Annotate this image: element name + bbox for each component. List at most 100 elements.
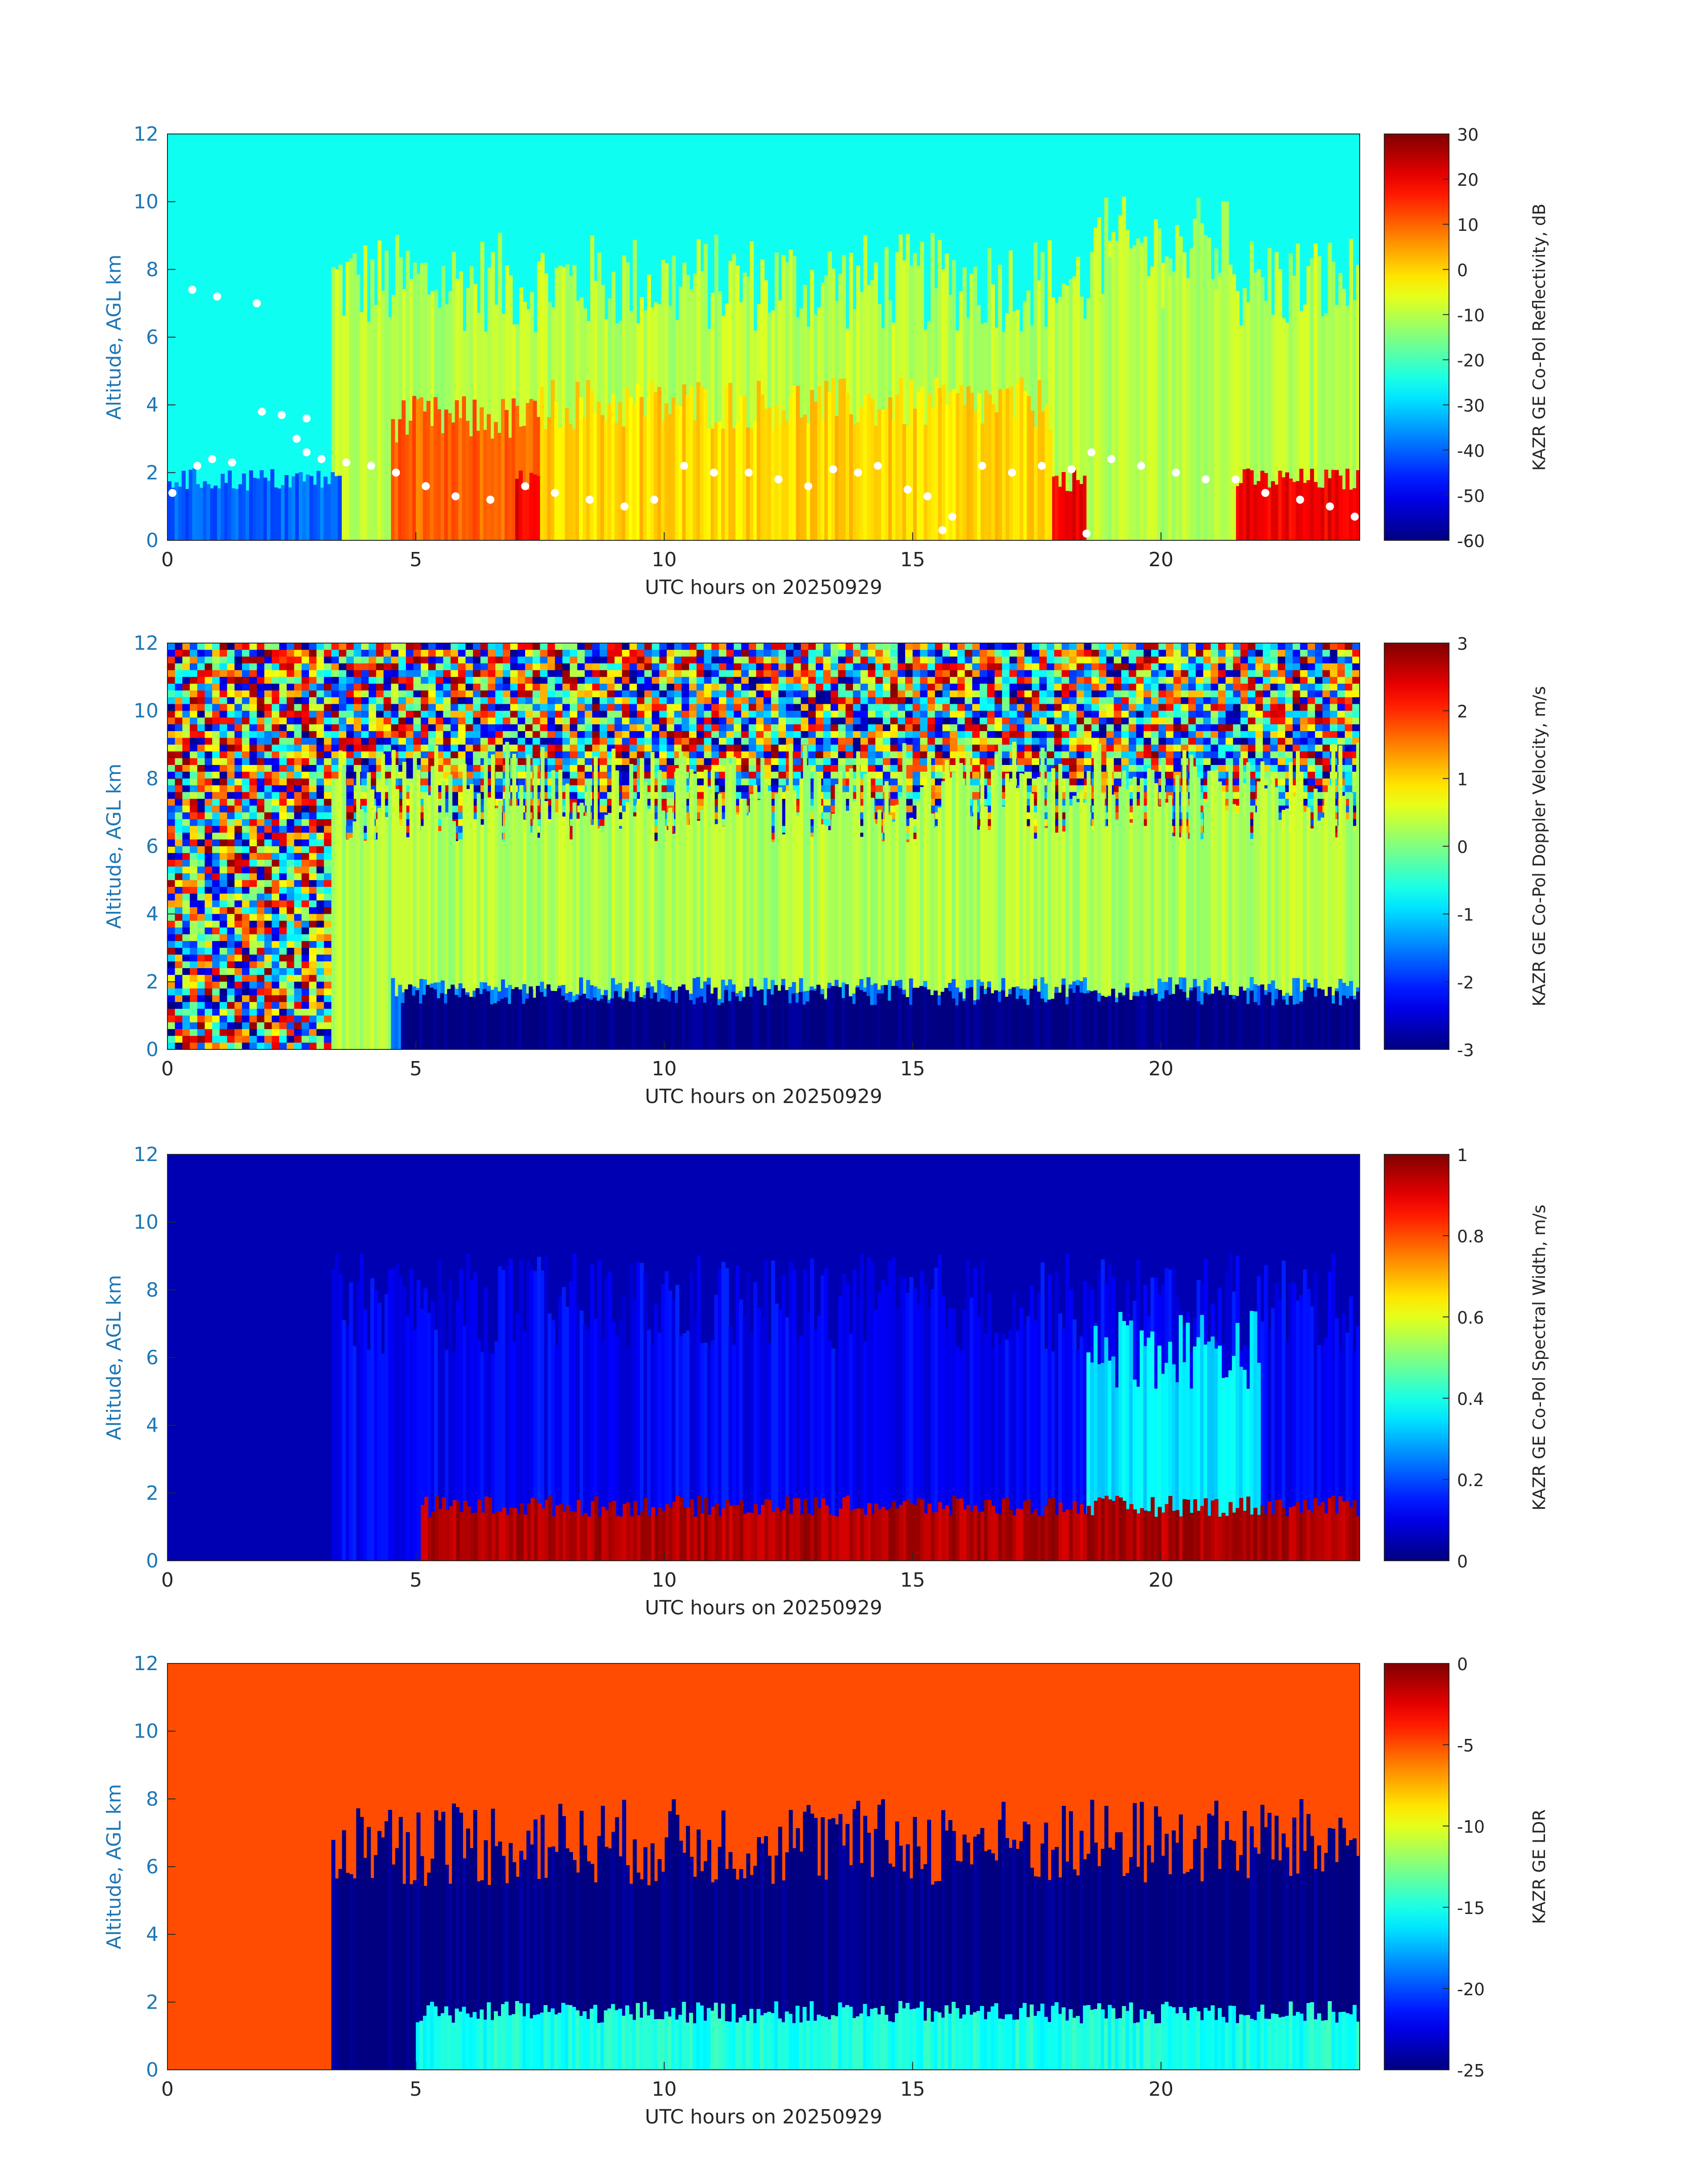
y-tick-label: 4 [146,394,159,417]
cloud-base-point [1008,468,1016,477]
y-tick-label: 6 [146,1346,159,1369]
x-tick-label: 10 [652,2078,677,2101]
cloud-base-point [317,455,326,463]
cloud-base-point [923,492,932,501]
x-tick-label: 5 [409,2078,422,2101]
cloud-base-point [253,299,261,308]
colorbar-tick-label: 30 [1457,125,1478,145]
y-tick-label: 8 [146,1788,159,1810]
y-tick-label: 12 [134,1143,159,1166]
panel-1-reflectivity: 0 5 10 15 20 UTC hours on 20250929 0 2 4 6 8 10 12 Al… [103,123,1549,599]
x-tick-label: 10 [652,1569,677,1592]
cloud-base-point [744,468,753,477]
cloud-base-point [774,475,783,484]
y-tick-label: 6 [146,835,159,858]
colorbar-tick-label: 0 [1457,260,1468,280]
cloud-base-point [585,496,594,504]
cloud-base-point [1326,502,1334,511]
y-tick-label: 0 [146,1550,159,1572]
cloud-base-point [451,492,460,501]
colorbar-tick-label: 3 [1457,634,1468,654]
cloud-base-point [342,458,351,467]
colorbar-tick-label: 0.4 [1457,1389,1484,1409]
cloud-base-point [854,468,862,477]
cloud-base-point [680,462,688,470]
x-tick-label: 15 [900,1569,925,1592]
colorbar-label: KAZR GE Co-Pol Spectral Width, m/s [1529,1204,1549,1510]
y-tick-label: 2 [146,1991,159,2014]
x-axis-label: UTC hours on 20250929 [645,1596,882,1619]
cloud-base-point [710,468,718,477]
colorbar-tick-label: -5 [1457,1736,1474,1755]
y-tick-label: 10 [134,191,159,213]
colorbar-tick-label: 20 [1457,170,1478,190]
y-tick-label: 4 [146,903,159,926]
colorbar-tick-label: 0 [1457,1552,1468,1571]
x-tick-label: 20 [1148,548,1173,571]
y-tick-label: 8 [146,258,159,281]
panel-1-colorbar: -60 -50 -40 -30 -20 -10 0 10 20 30 KAZR GE Co-Pol … [1384,125,1549,551]
cloud-base-point [804,482,813,490]
panel-4-ldr: 0 5 10 15 20 UTC hours on 20250929 0 2 4 6 8 10 12 Al… [103,1652,1549,2128]
colorbar-tick-label: -60 [1457,531,1485,551]
cloud-base-point [168,489,177,497]
panel-1-heatmap [167,134,1360,540]
colorbar-tick-label: -1 [1457,905,1474,925]
colorbar-tick-label: -50 [1457,486,1485,506]
y-tick-label: 6 [146,1855,159,1878]
x-tick-label: 10 [652,548,677,571]
cloud-base-point [978,462,986,470]
cloud-base-point [521,482,529,490]
colorbar-tick-label: -10 [1457,1817,1485,1837]
y-tick-label: 0 [146,529,159,552]
cloud-base-point [1261,489,1270,497]
x-tick-label: 10 [652,1057,677,1080]
cloud-base-point [392,468,400,477]
x-axis-label: UTC hours on 20250929 [645,1085,882,1108]
cloud-base-point [1202,475,1210,484]
colorbar-tick-label: -15 [1457,1898,1485,1918]
x-tick-label: 20 [1148,2078,1173,2101]
y-tick-label: 12 [134,632,159,655]
y-tick-label: 4 [146,1414,159,1437]
cloud-base-point [948,512,956,521]
y-tick-label: 2 [146,461,159,484]
panel-2-colorbar: -3 -2 -1 0 1 2 3 KAZR GE Co-Pol Doppler Velocit… [1384,634,1549,1060]
x-tick-label: 0 [161,548,174,571]
x-tick-label: 5 [409,1057,422,1080]
y-tick-label: 2 [146,1482,159,1504]
colorbar-tick-label: 0.8 [1457,1227,1484,1246]
x-axis-label: UTC hours on 20250929 [645,576,882,599]
cloud-base-point [1082,529,1091,538]
cloud-base-point [1231,475,1240,484]
x-tick-label: 20 [1148,1569,1173,1592]
cloud-base-point [188,285,196,294]
panel-3-heatmap [167,1154,1360,1561]
cloud-base-point [302,448,311,456]
x-tick-label: 20 [1148,1057,1173,1080]
panel-3-colorbar: 0 0.2 0.4 0.6 0.8 1 KAZR GE Co-Pol Spectral Wi… [1384,1145,1549,1571]
y-axis-label: Altitude, AGL km [103,1784,125,1949]
y-tick-label: 8 [146,767,159,790]
colorbar-tick-label: 0 [1457,837,1468,857]
x-tick-label: 15 [900,2078,925,2101]
cloud-base-point [829,465,837,473]
colorbar-tick-label: 0.6 [1457,1308,1484,1328]
y-tick-label: 8 [146,1279,159,1301]
colorbar-label: KAZR GE Co-Pol Doppler Velocity, m/s [1529,686,1549,1006]
cloud-base-point [873,462,882,470]
colorbar-tick-label: -40 [1457,441,1485,461]
x-tick-label: 0 [161,2078,174,2101]
y-tick-label: 0 [146,2059,159,2081]
cloud-base-point [228,458,236,467]
panel-4-heatmap [167,1663,1360,2070]
cloud-base-point [258,407,266,416]
y-axis-label: Altitude, AGL km [103,764,125,929]
cloud-base-point [208,455,217,463]
y-tick-label: 4 [146,1923,159,1946]
y-tick-label: 6 [146,326,159,349]
colorbar-tick-label: 10 [1457,215,1478,235]
y-tick-label: 10 [134,1720,159,1743]
